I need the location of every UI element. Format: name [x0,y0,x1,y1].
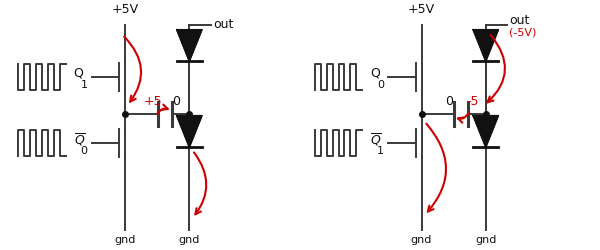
Polygon shape [473,30,499,61]
Text: out: out [509,14,530,27]
Text: $\overline{Q}$: $\overline{Q}$ [74,131,86,148]
Text: gnd: gnd [411,235,432,245]
Text: out: out [213,18,233,31]
Polygon shape [176,30,202,61]
Text: 0: 0 [80,146,88,156]
Polygon shape [176,116,202,147]
Text: 1: 1 [377,146,384,156]
Text: +5: +5 [143,95,162,108]
Text: 0: 0 [445,95,453,108]
Text: 1: 1 [80,80,88,90]
Text: +5V: +5V [408,3,435,16]
Text: 0: 0 [377,80,384,90]
Text: +5V: +5V [112,3,139,16]
Text: 0: 0 [172,95,181,108]
Text: (-5V): (-5V) [509,28,537,38]
Text: -5: -5 [467,95,479,108]
Text: Q: Q [370,67,380,80]
Text: gnd: gnd [475,235,496,245]
Text: gnd: gnd [179,235,200,245]
Text: Q: Q [74,67,83,80]
Text: $\overline{Q}$: $\overline{Q}$ [370,131,382,148]
Text: gnd: gnd [115,235,136,245]
Polygon shape [473,116,499,147]
